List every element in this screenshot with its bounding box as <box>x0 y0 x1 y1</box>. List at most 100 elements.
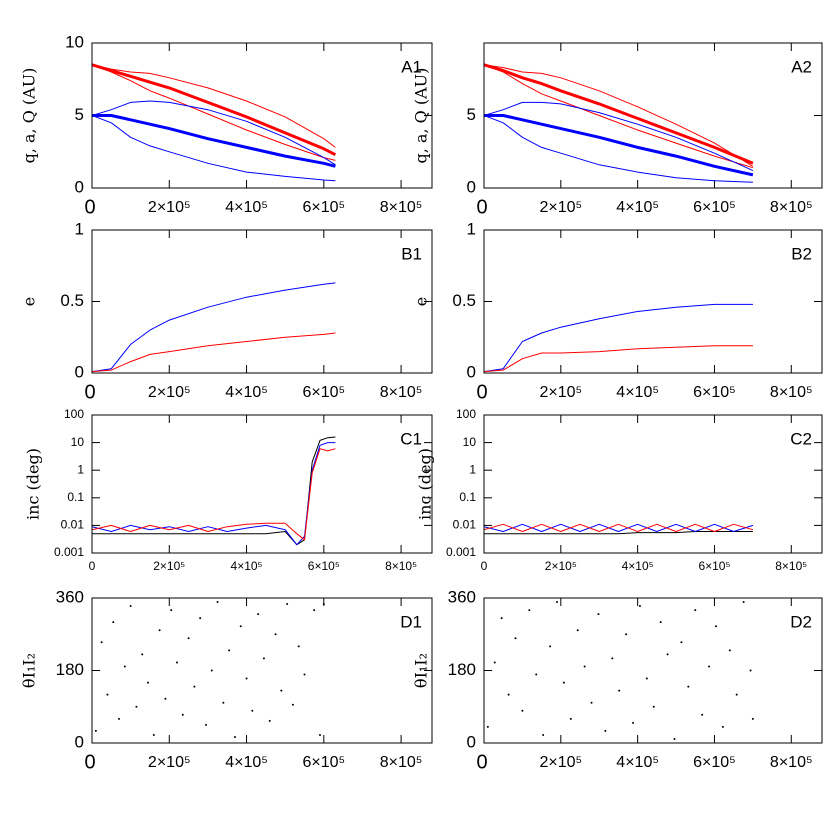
series-line <box>484 523 754 532</box>
point <box>318 733 321 736</box>
x-tick-label: 4×10⁵ <box>231 559 263 573</box>
point <box>507 693 510 696</box>
series-line <box>92 448 336 541</box>
panel: 0 2×10⁵ 4×10⁵ 6×10⁵ 8×10⁵ 0 180 360 D1 θI₁I₂ <box>20 587 433 773</box>
x-tick-label: 6×10⁵ <box>693 199 736 216</box>
series-line <box>484 115 753 183</box>
point <box>751 717 754 720</box>
point <box>555 601 558 604</box>
frame <box>91 414 433 554</box>
x-tick-label: 8×10⁵ <box>380 199 423 216</box>
point <box>535 673 538 676</box>
frame <box>91 597 433 744</box>
x-tick-label: 6×10⁵ <box>302 384 345 401</box>
point <box>193 685 196 688</box>
series-line <box>92 63 337 157</box>
y-tick-label: 0 <box>75 362 84 381</box>
x-tick-label: 2×10⁵ <box>539 384 582 401</box>
plot-area <box>92 282 336 373</box>
point <box>181 713 184 716</box>
y-tick-label: 10 <box>463 435 477 449</box>
point <box>645 677 648 680</box>
point <box>147 681 150 684</box>
series-line <box>484 64 754 167</box>
panel: 0 2×10⁵ 4×10⁵ 6×10⁵ 8×10⁵ 0 5 10 A1 q, a, Q (AU) <box>20 32 433 218</box>
series-line <box>92 442 336 546</box>
point <box>666 653 669 656</box>
point <box>100 641 103 644</box>
point <box>158 629 161 632</box>
point <box>118 717 121 720</box>
x-tick-label: 4×10⁵ <box>225 199 268 216</box>
x-tick-label: 4×10⁵ <box>616 754 659 771</box>
x-tick-label: 0 <box>476 381 487 403</box>
point <box>597 613 600 616</box>
x-tick-label: 2×10⁵ <box>545 559 577 573</box>
x-tick-label: 6×10⁵ <box>302 199 345 216</box>
y-tick-label: 0.001 <box>446 545 476 559</box>
y-tick-label: 0.5 <box>60 291 84 310</box>
point <box>708 665 711 668</box>
y-tick-label: 10 <box>65 32 84 51</box>
y-tick-label: 0 <box>467 177 476 196</box>
frame <box>483 414 823 554</box>
y-tick-label: 1 <box>75 219 84 238</box>
point <box>245 677 248 680</box>
point <box>542 733 545 736</box>
point <box>652 705 655 708</box>
point <box>112 621 115 624</box>
point <box>152 733 155 736</box>
x-tick-label: 2×10⁵ <box>539 754 582 771</box>
x-tick-label: 8×10⁵ <box>770 199 813 216</box>
series-line <box>484 523 754 532</box>
x-tick-label: 8×10⁵ <box>775 559 807 573</box>
point <box>199 617 202 620</box>
point <box>210 669 213 672</box>
x-tick-label: 0 <box>84 751 95 773</box>
plot-area <box>92 436 336 546</box>
y-axis-label: e <box>20 297 39 306</box>
x-tick-label: 8×10⁵ <box>770 384 813 401</box>
panel: 0 2×10⁵ 4×10⁵ 6×10⁵ 8×10⁵ 0 0.5 1 B2 e <box>412 219 823 403</box>
y-tick-label: 0 <box>75 732 84 751</box>
point <box>735 693 738 696</box>
y-tick-label: 0.1 <box>459 490 476 504</box>
point <box>297 645 300 648</box>
frame <box>483 229 823 374</box>
point <box>313 609 316 612</box>
frame <box>91 229 433 374</box>
x-tick-label: 8×10⁵ <box>380 384 423 401</box>
x-tick-label: 6×10⁵ <box>693 754 736 771</box>
y-tick-label: 5 <box>75 105 84 124</box>
point <box>216 601 219 604</box>
x-tick-label: 2×10⁵ <box>148 199 191 216</box>
series-line <box>484 531 753 535</box>
panel-label: A1 <box>401 57 422 76</box>
series-line <box>92 115 336 182</box>
x-tick-label: 6×10⁵ <box>302 754 345 771</box>
point <box>123 665 126 668</box>
point <box>135 705 138 708</box>
point <box>590 701 593 704</box>
x-tick-label: 4×10⁵ <box>616 199 659 216</box>
panel: 0 2×10⁵ 4×10⁵ 6×10⁵ 8×10⁵ 0.001 0.01 0.1 1 10 100 C… <box>416 407 823 573</box>
x-tick-label: 0 <box>476 196 487 218</box>
point <box>286 603 289 606</box>
point <box>514 637 517 640</box>
y-tick-label: 0 <box>75 177 84 196</box>
x-tick-label: 4×10⁵ <box>616 384 659 401</box>
point <box>611 657 614 660</box>
x-tick-label: 0 <box>84 196 95 218</box>
series-line <box>92 436 336 546</box>
frame <box>483 597 823 744</box>
y-tick-label: 1 <box>469 462 476 476</box>
series-line <box>92 282 336 373</box>
y-axis-label: q, a, Q (AU) <box>20 68 39 164</box>
x-tick-label: 6×10⁵ <box>693 384 736 401</box>
point <box>274 633 277 636</box>
y-tick-label: 0.5 <box>452 291 476 310</box>
series-line <box>92 332 336 373</box>
series-line <box>484 114 754 177</box>
point <box>164 697 167 700</box>
frame <box>483 42 823 189</box>
